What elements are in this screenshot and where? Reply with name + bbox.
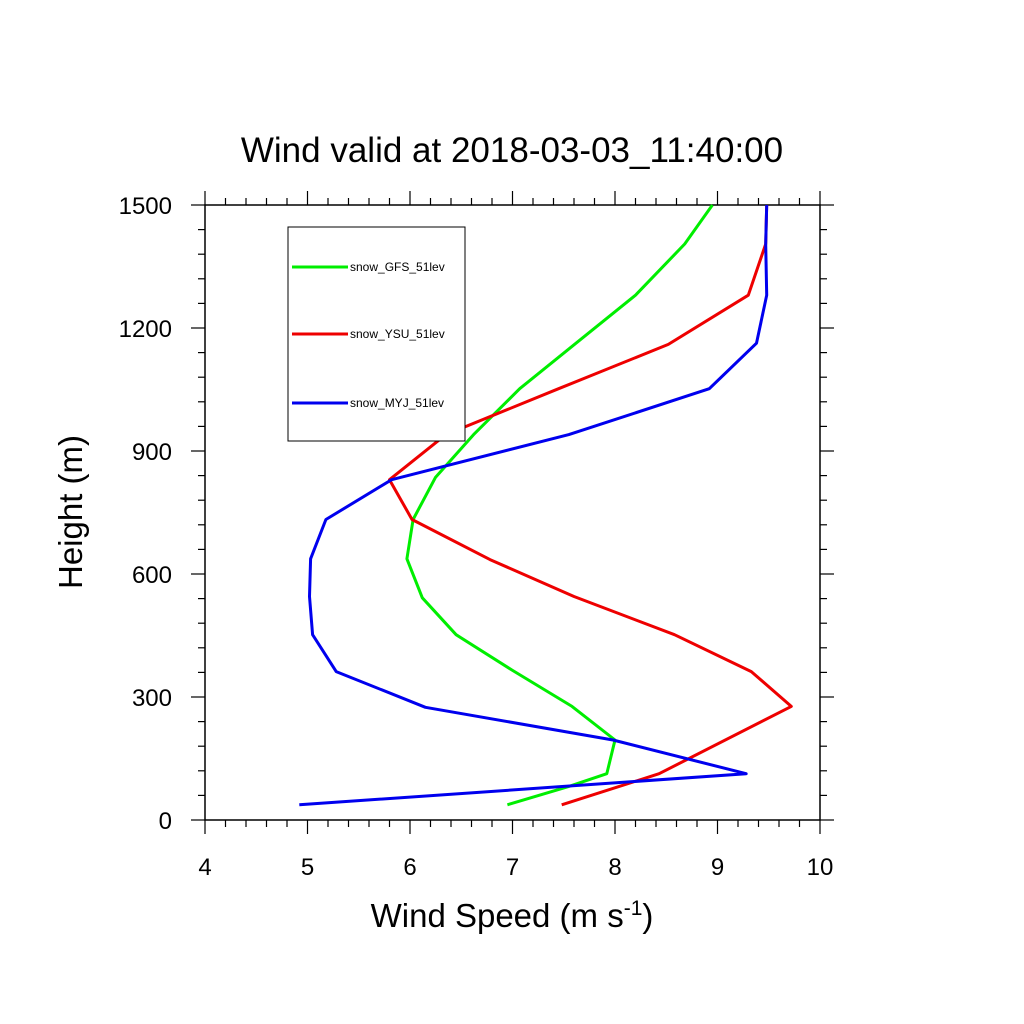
legend-items: snow_GFS_51lev snow_YSU_51lev snow_MYJ_51l… xyxy=(292,260,445,410)
series-line-snow_GFS_51lev xyxy=(405,204,714,807)
x-tick-label: 6 xyxy=(403,854,416,881)
series-lines xyxy=(299,204,793,807)
x-tick-label: 8 xyxy=(608,854,621,881)
y-axis-tick-labels: 0 300 600 900 1200 1500 xyxy=(119,193,172,835)
x-axis-label-superscript: -1 xyxy=(624,897,643,920)
x-tick-label: 4 xyxy=(198,854,211,881)
legend-label-snow_GFS_51lev: snow_GFS_51lev xyxy=(350,260,445,274)
x-tick-label: 9 xyxy=(711,854,724,881)
series-line-snow_YSU_51lev xyxy=(388,204,793,807)
x-tick-label: 5 xyxy=(301,854,314,881)
y-tick-label: 300 xyxy=(132,685,172,712)
y-tick-label: 1200 xyxy=(119,316,172,343)
series-line-snow_MYJ_51lev xyxy=(299,204,769,807)
x-axis-label-suffix: ) xyxy=(642,897,653,934)
x-axis-tick-labels: 4 5 6 7 8 9 10 xyxy=(198,854,833,881)
x-tick-label: 7 xyxy=(506,854,519,881)
legend-label-snow_MYJ_51lev: snow_MYJ_51lev xyxy=(350,396,444,410)
x-axis-ticks xyxy=(204,191,821,834)
legend-label-snow_YSU_51lev: snow_YSU_51lev xyxy=(350,327,445,341)
y-axis-label: Height (m) xyxy=(52,435,89,589)
y-tick-label: 1500 xyxy=(119,193,172,220)
legend: snow_GFS_51lev snow_YSU_51lev snow_MYJ_51l… xyxy=(287,226,466,442)
chart-title: Wind valid at 2018-03-03_11:40:00 xyxy=(241,131,783,170)
y-tick-label: 0 xyxy=(159,808,172,835)
y-tick-label: 900 xyxy=(132,439,172,466)
y-axis-ticks xyxy=(191,204,834,821)
x-tick-label: 10 xyxy=(807,854,834,881)
x-axis-label: Wind Speed (m s-1) xyxy=(371,897,654,934)
y-tick-label: 600 xyxy=(132,562,172,589)
